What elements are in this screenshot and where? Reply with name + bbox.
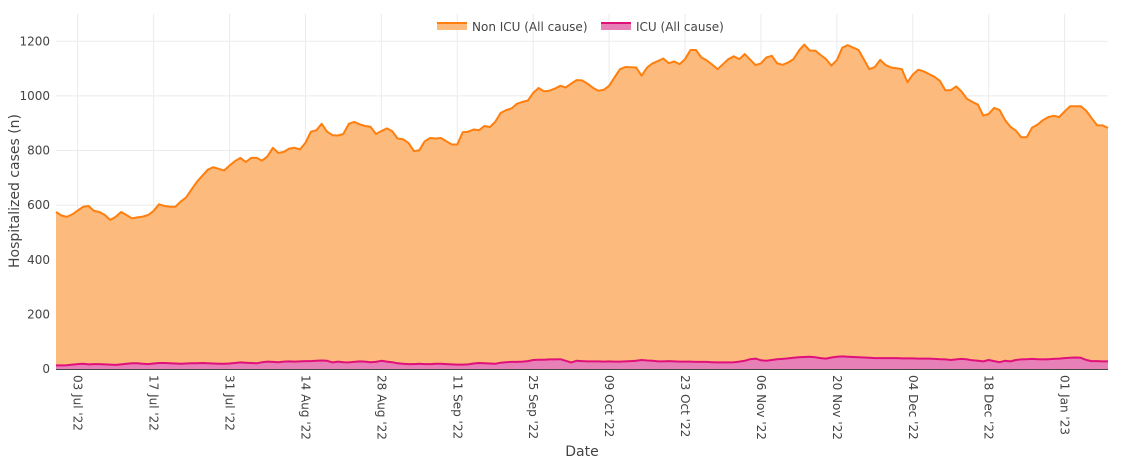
x-tick-label: 31 Jul '22 xyxy=(223,375,237,431)
x-tick-label: 14 Aug '22 xyxy=(298,375,312,440)
x-tick-label: 25 Sep '22 xyxy=(526,375,540,439)
x-tick-label: 11 Sep '22 xyxy=(450,375,464,439)
y-axis-title: Hospitalized cases (n) xyxy=(7,114,23,268)
x-tick-label: 04 Dec '22 xyxy=(906,375,920,440)
y-tick-label: 600 xyxy=(27,198,50,212)
legend-item-icu[interactable]: ICU (All cause) xyxy=(601,20,724,34)
x-tick-label: 17 Jul '22 xyxy=(147,375,161,431)
x-tick-label: 03 Jul '22 xyxy=(71,375,85,431)
legend-swatch-icu xyxy=(601,22,631,30)
x-axis-title: Date xyxy=(565,444,598,460)
x-tick-label: 06 Nov '22 xyxy=(754,375,768,440)
y-axis-ticks: 0 200 400 600 800 1000 1200 xyxy=(19,34,50,376)
y-tick-label: 400 xyxy=(27,253,50,267)
legend[interactable]: Non ICU (All cause) ICU (All cause) xyxy=(437,20,724,34)
area-fill-non-icu xyxy=(56,44,1108,369)
series-line-non-icu xyxy=(55,43,1109,221)
series-line-icu xyxy=(56,355,1108,367)
legend-label-non-icu: Non ICU (All cause) xyxy=(472,20,588,34)
y-tick-label: 200 xyxy=(27,307,50,321)
series-areas xyxy=(55,43,1109,369)
legend-label-icu: ICU (All cause) xyxy=(636,20,724,34)
x-tick-label: 01 Jan '23 xyxy=(1058,375,1072,435)
x-tick-label: 20 Nov '22 xyxy=(830,375,844,440)
x-tick-label: 23 Oct '22 xyxy=(678,375,692,437)
x-tick-label: 09 Oct '22 xyxy=(602,375,616,437)
x-axis-ticks: 03 Jul '22 17 Jul '22 31 Jul '22 14 Aug '22… xyxy=(71,375,1072,440)
y-tick-label: 800 xyxy=(27,144,50,158)
x-tick-label: 18 Dec '22 xyxy=(982,375,996,440)
y-tick-label: 0 xyxy=(42,362,50,376)
y-tick-label: 1000 xyxy=(19,89,50,103)
area-fill-icu xyxy=(56,356,1108,369)
y-tick-label: 1200 xyxy=(19,34,50,48)
x-tick-label: 28 Aug '22 xyxy=(374,375,388,440)
legend-item-non-icu[interactable]: Non ICU (All cause) xyxy=(437,20,588,34)
legend-swatch-non-icu xyxy=(437,22,467,30)
